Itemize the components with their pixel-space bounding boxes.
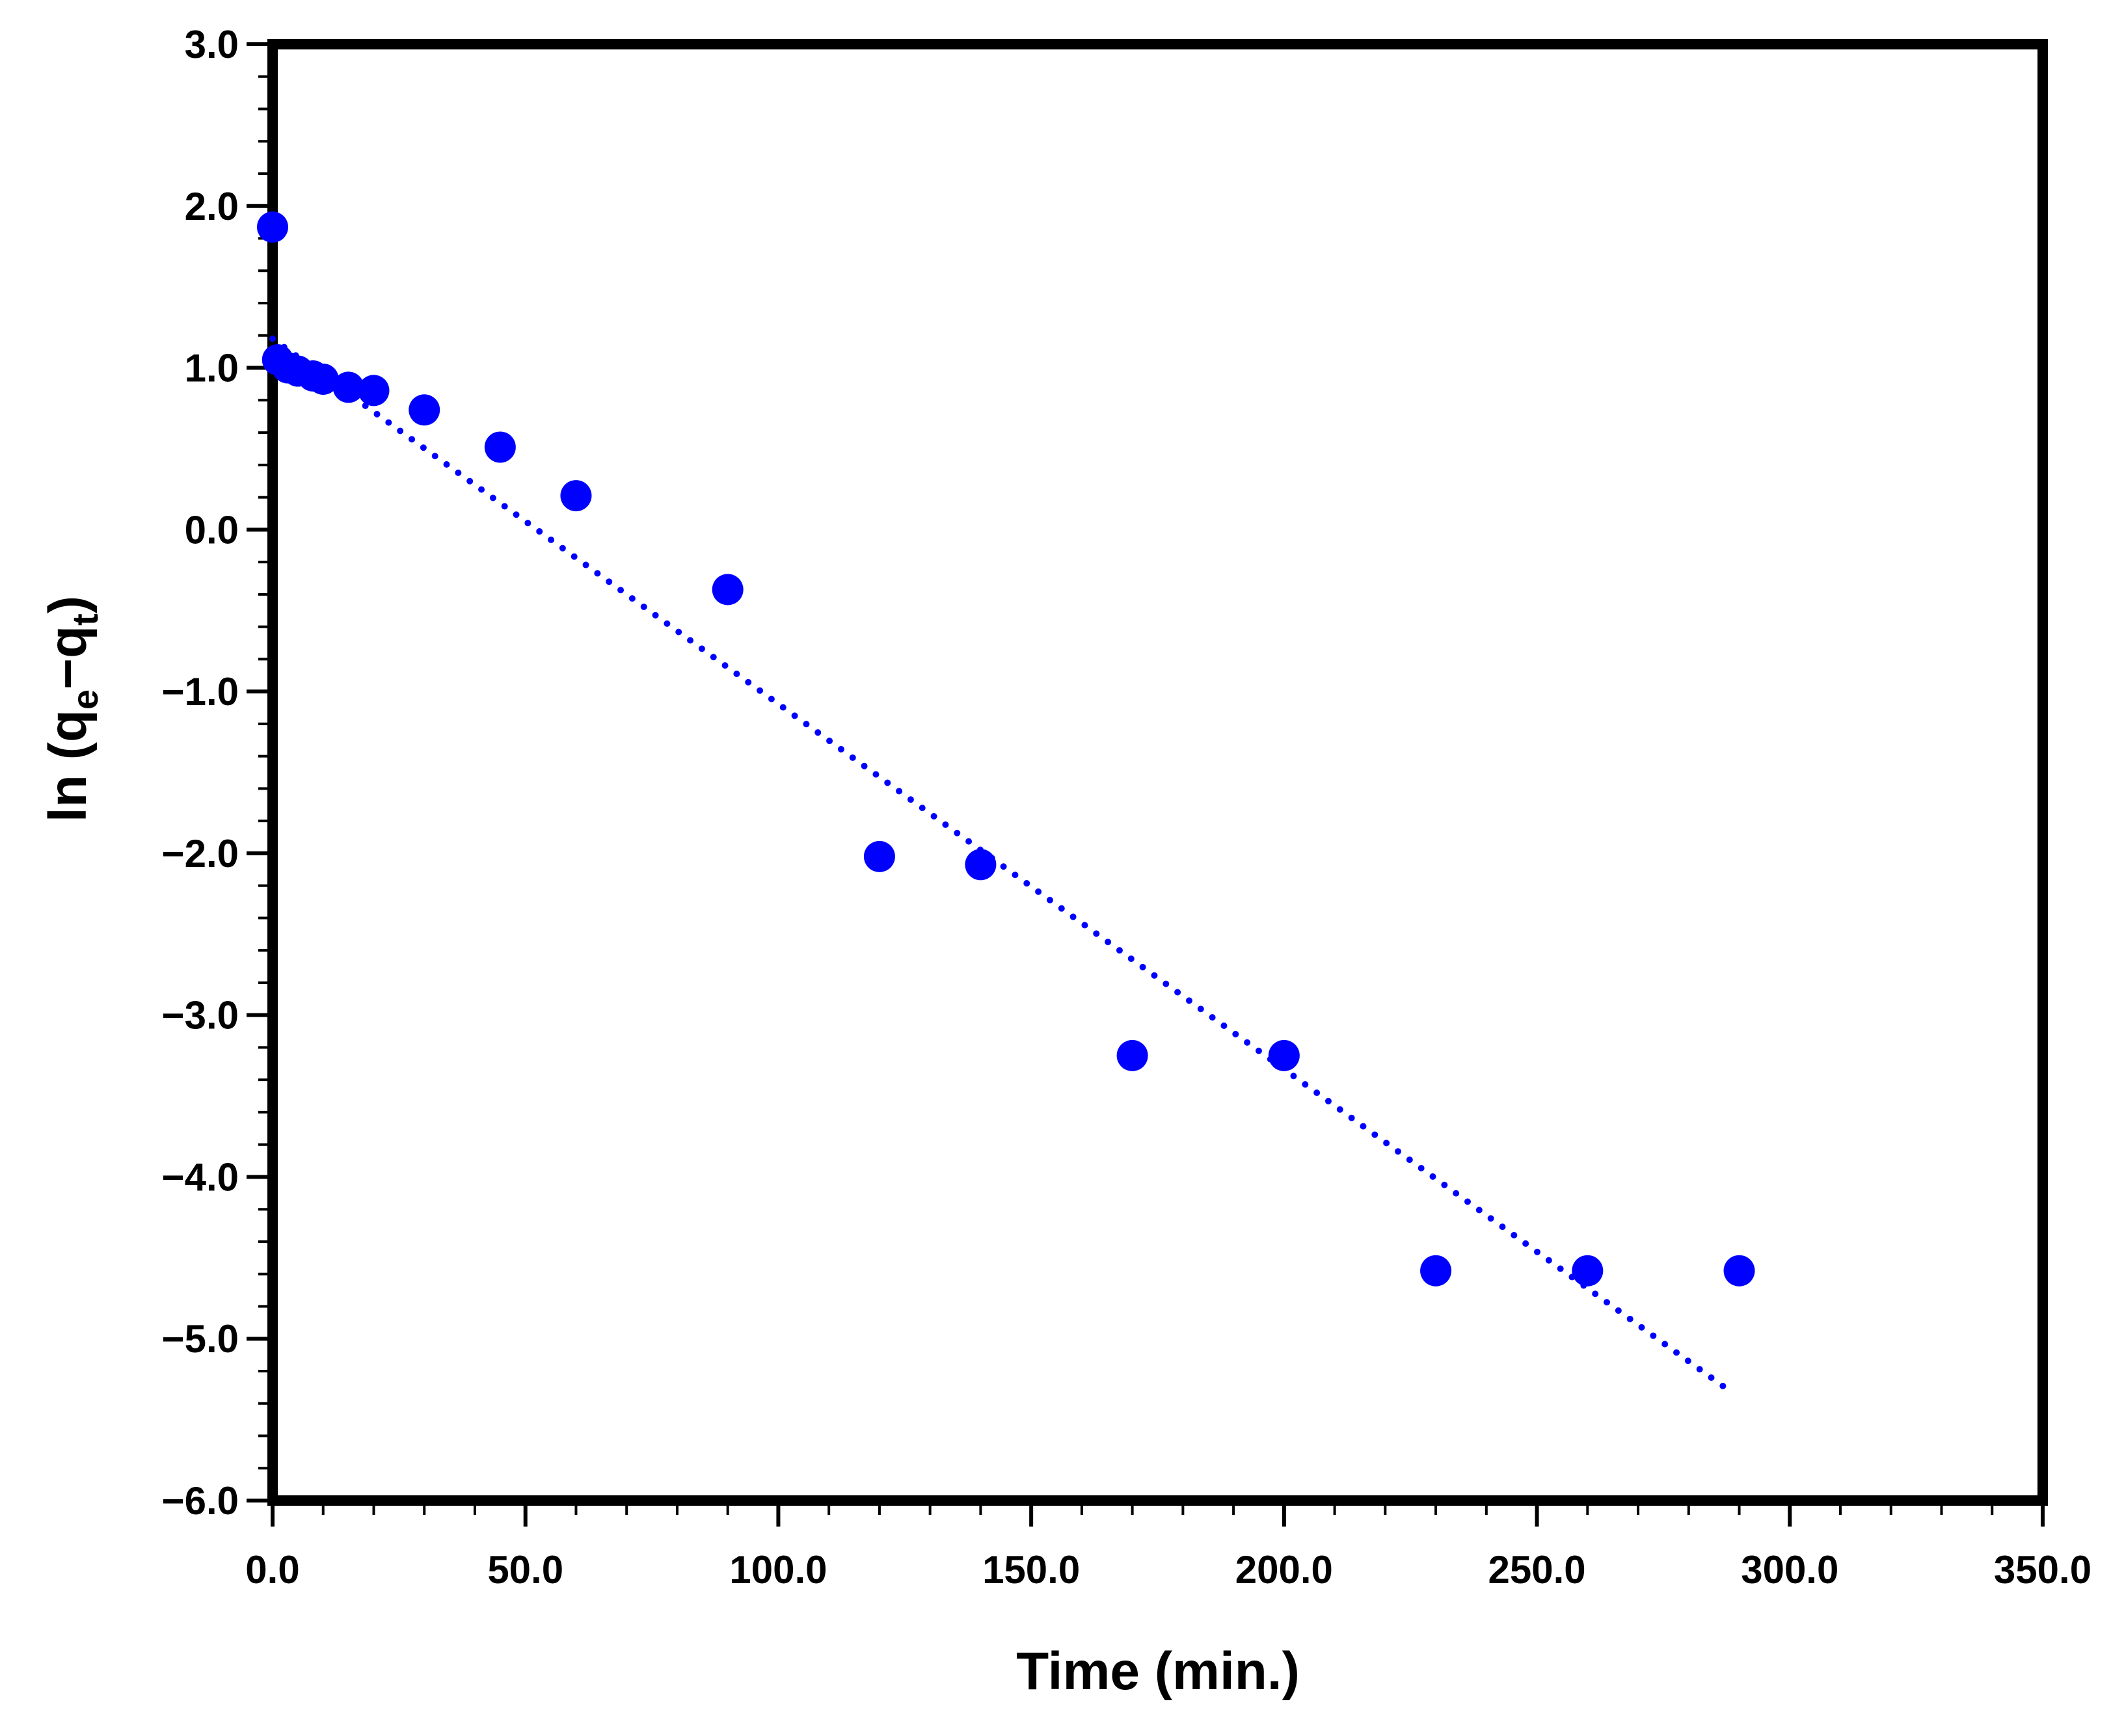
data-point — [484, 431, 516, 463]
data-point — [358, 375, 390, 407]
x-tick-label: 350.0 — [1994, 1548, 2091, 1592]
data-point — [965, 849, 997, 881]
x-tick-label: 200.0 — [1235, 1548, 1333, 1592]
y-tick-label: 2.0 — [185, 185, 239, 228]
y-axis-title-sub-t: t — [64, 613, 105, 626]
data-point — [332, 371, 364, 403]
data-point — [1723, 1255, 1755, 1287]
y-tick-label: −6.0 — [162, 1479, 239, 1523]
y-tick-label: −2.0 — [162, 832, 239, 875]
y-axis-title: ln (qe−qt) — [38, 596, 105, 822]
x-tick-label: 250.0 — [1488, 1548, 1585, 1592]
x-tick-label: 150.0 — [982, 1548, 1080, 1592]
data-point — [1268, 1039, 1300, 1071]
y-tick-label: −3.0 — [162, 994, 239, 1037]
data-point — [560, 480, 592, 512]
y-tick-labels: 3.0 2.0 1.0 0.0 −1.0 −2.0 −3.0 −4.0 −5.0 −6.0 — [162, 23, 239, 1523]
y-tick-label: 3.0 — [185, 23, 239, 66]
y-axis-title-prefix: ln (q — [38, 710, 98, 822]
data-point — [307, 363, 339, 395]
y-tick-label: 0.0 — [185, 508, 239, 552]
trendline-group — [269, 335, 1732, 1394]
data-point — [1116, 1039, 1148, 1071]
data-point — [1420, 1255, 1452, 1287]
data-points — [257, 211, 1755, 1287]
y-tick-label: −5.0 — [162, 1317, 239, 1361]
data-point — [257, 211, 288, 243]
x-tick-label: 50.0 — [487, 1548, 563, 1592]
x-axis-title: Time (min.) — [1016, 1642, 1300, 1701]
data-point — [1572, 1255, 1604, 1287]
y-axis-title-sub-e: e — [64, 689, 105, 710]
y-axis-title-suffix: ) — [38, 596, 98, 613]
y-axis-title-mid: −q — [38, 626, 98, 689]
data-point — [409, 394, 440, 426]
y-tick-label: 1.0 — [185, 347, 239, 390]
x-tick-labels: 0.0 50.0 100.0 150.0 200.0 250.0 300.0 350.0 — [245, 1548, 2091, 1592]
data-point — [712, 574, 744, 606]
plot-area — [267, 39, 2048, 1506]
x-tick-label: 0.0 — [245, 1548, 299, 1592]
data-point — [863, 840, 895, 872]
x-tick-label: 300.0 — [1741, 1548, 1838, 1592]
y-tick-label: −1.0 — [162, 670, 239, 714]
x-major-ticks — [271, 1501, 2045, 1527]
y-tick-label: −4.0 — [162, 1155, 239, 1199]
x-tick-label: 100.0 — [729, 1548, 827, 1592]
y-major-ticks — [247, 42, 273, 1502]
trendline — [269, 335, 1732, 1394]
